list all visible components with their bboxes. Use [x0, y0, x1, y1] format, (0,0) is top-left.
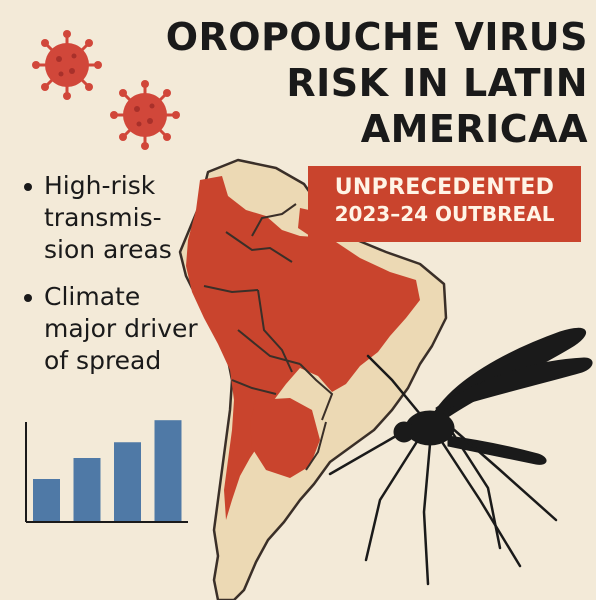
title-line: OROPOUCHE VIRUS	[165, 15, 588, 59]
bullet-item: High-risk transmis- sion areas	[22, 170, 198, 266]
high-risk-region	[250, 398, 320, 478]
country-borders	[203, 203, 334, 471]
chart-bar	[154, 420, 182, 521]
bar-chart	[25, 420, 188, 523]
bullet-dot	[24, 183, 32, 191]
high-risk-region	[186, 176, 420, 520]
bullet-text: Climate major driver of spread	[44, 282, 198, 375]
title-line: RISK IN LATIN	[286, 61, 588, 105]
page-title: OROPOUCHE VIRUS RISK IN LATIN AMERICAA	[166, 14, 588, 152]
banner-line: 2023–24 OUTBREAL	[334, 202, 555, 226]
chart-bar	[33, 479, 60, 521]
outbreak-banner: UNPRECEDENTED 2023–24 OUTBREAL	[308, 166, 581, 242]
virus-icon	[110, 80, 180, 150]
mosquito-icon	[328, 327, 593, 586]
bullet-dot	[24, 294, 32, 302]
title-line: AMERICAA	[360, 107, 588, 151]
bullet-text: High-risk transmis- sion areas	[44, 171, 172, 264]
virus-icon	[32, 30, 102, 100]
banner-line: UNPRECEDENTED	[334, 175, 555, 200]
chart-bar	[114, 442, 141, 521]
south-america-map	[178, 158, 448, 600]
chart-bar	[73, 458, 101, 521]
bullet-list: High-risk transmis- sion areas Climate m…	[22, 170, 198, 392]
bullet-item: Climate major driver of spread	[22, 281, 198, 377]
